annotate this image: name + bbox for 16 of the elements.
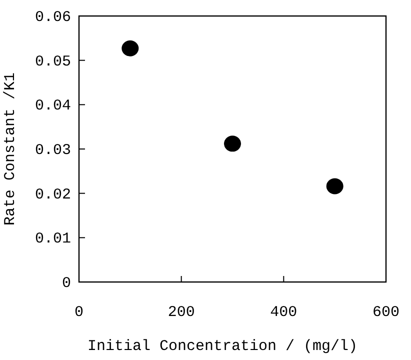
x-tick-label: 200 bbox=[168, 304, 195, 321]
x-tick-label: 0 bbox=[74, 304, 84, 321]
y-tick-label: 0 bbox=[62, 275, 71, 292]
y-tick-label: 0.05 bbox=[34, 53, 71, 70]
y-tick-label: 0.03 bbox=[34, 142, 71, 159]
x-tick-label: 400 bbox=[270, 304, 298, 321]
y-tick-label: 0.01 bbox=[34, 230, 71, 248]
y-tick-label: 0.06 bbox=[34, 9, 71, 26]
point bbox=[326, 178, 344, 194]
y-axis-title: Rate Constant /K1 bbox=[2, 72, 19, 226]
point bbox=[224, 136, 241, 152]
y-tick-label: 0.02 bbox=[34, 186, 71, 204]
y-tick-label: 0.04 bbox=[34, 98, 71, 115]
x-tick-label: 600 bbox=[372, 304, 400, 321]
point bbox=[122, 40, 139, 56]
x-axis-title: Initial Concentration / (mg/l) bbox=[87, 338, 358, 355]
